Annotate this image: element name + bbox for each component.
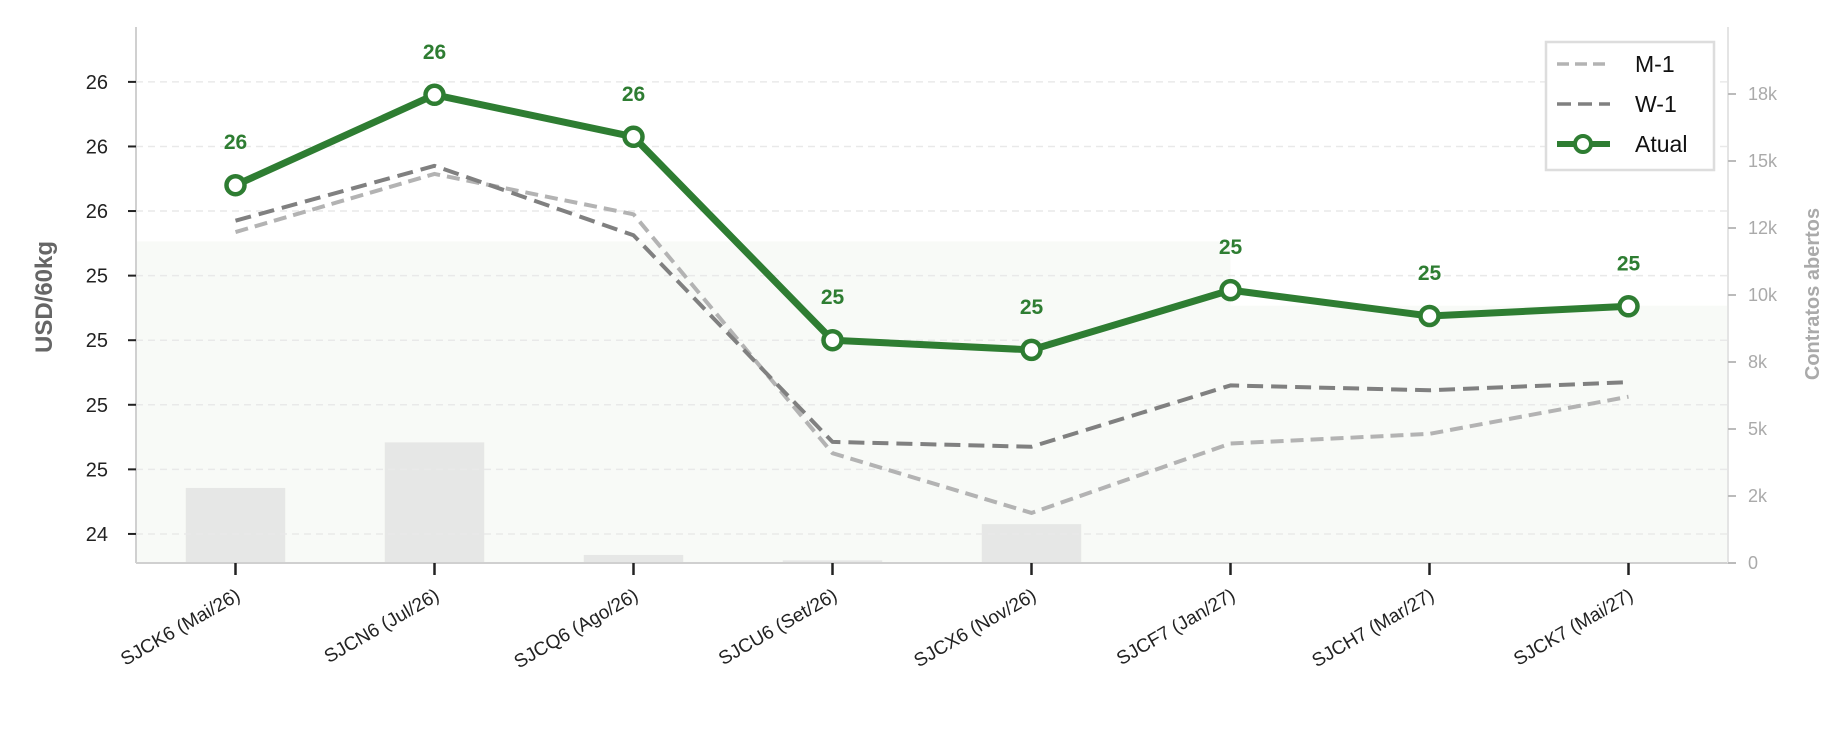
legend-marker-atual [1573,134,1593,154]
legend-frame [1544,40,1716,172]
y2-tick-label: 10k [1748,285,1778,305]
x-tick-label: SJCU6 (Set/26) [715,585,841,670]
legend-label-atual: Atual [1635,131,1687,157]
series-line-m1 [234,171,1629,515]
x-tick-label: SJCK7 (Mai/27) [1510,585,1637,670]
x-tick-label: SJCK6 (Mai/26) [117,585,244,670]
x-tick-label: SJCF7 (Jan/27) [1113,585,1239,670]
y2-tick-label: 0 [1748,553,1758,573]
series-line-w1 [234,163,1629,449]
series-point [224,173,247,197]
y-tick-label: 25 [86,330,108,352]
x-tick-label: SJCX6 (Nov/26) [911,585,1040,672]
series-point [423,83,446,107]
series-point [1219,278,1242,302]
data-label: 25 [1020,296,1044,319]
gridlines [136,81,1728,535]
data-labels: 26 26 26 25 25 25 25 25 [224,41,1641,319]
y2-tick-label: 8k [1748,352,1768,372]
data-label: 25 [1418,262,1442,285]
series-point [622,125,645,149]
x-tick-label: SJCQ6 (Ago/26) [511,585,642,673]
series-point [1020,338,1043,362]
open-interest-bar [782,560,883,563]
legend: M-1 W-1 Atual [1544,40,1716,172]
y-tick-label: 26 [86,201,108,223]
y-tick-label: 24 [86,524,108,546]
data-label: 25 [1617,252,1641,275]
legend-label-w1: W-1 [1635,91,1677,117]
series-lines [224,83,1640,515]
band-rect [1230,305,1728,563]
band-rect [136,241,1231,563]
y2-tick-label: 18k [1748,84,1778,104]
data-label: 26 [622,83,645,106]
data-label: 25 [821,286,845,309]
y-tick-label: 26 [86,72,108,94]
open-interest-bar [981,524,1082,563]
x-tick-label: SJCH7 (Mar/27) [1309,585,1438,672]
data-label: 26 [423,41,446,64]
series-point [1617,295,1640,318]
y-tick-label: 25 [86,395,108,417]
y-tick-label: 25 [86,266,108,288]
open-interest-bar [583,554,684,563]
series-point [1418,304,1441,328]
y2-tick-label: 12k [1748,218,1778,238]
y-tick-label: 26 [86,136,108,158]
series-line-atual [234,91,1629,354]
series-point [821,328,844,352]
legend-label-m1: M-1 [1635,51,1675,77]
x-tick-label: SJCN6 (Jul/26) [321,585,443,668]
background-band [136,241,1728,563]
y-tick-label: 25 [86,459,108,481]
data-label: 25 [1219,236,1243,259]
y2-tick-label: 2k [1748,486,1768,506]
y2-axis-label: Contratos abertos [1802,208,1824,380]
y2-tick-label: 15k [1748,151,1778,171]
data-label: 26 [224,131,247,154]
open-interest-bar [185,487,286,563]
y2-tick-label: 5k [1748,419,1768,439]
y-axis-label: USD/60kg [31,241,58,353]
open-interest-bar [384,442,485,563]
open-interest-bars [185,442,1082,563]
